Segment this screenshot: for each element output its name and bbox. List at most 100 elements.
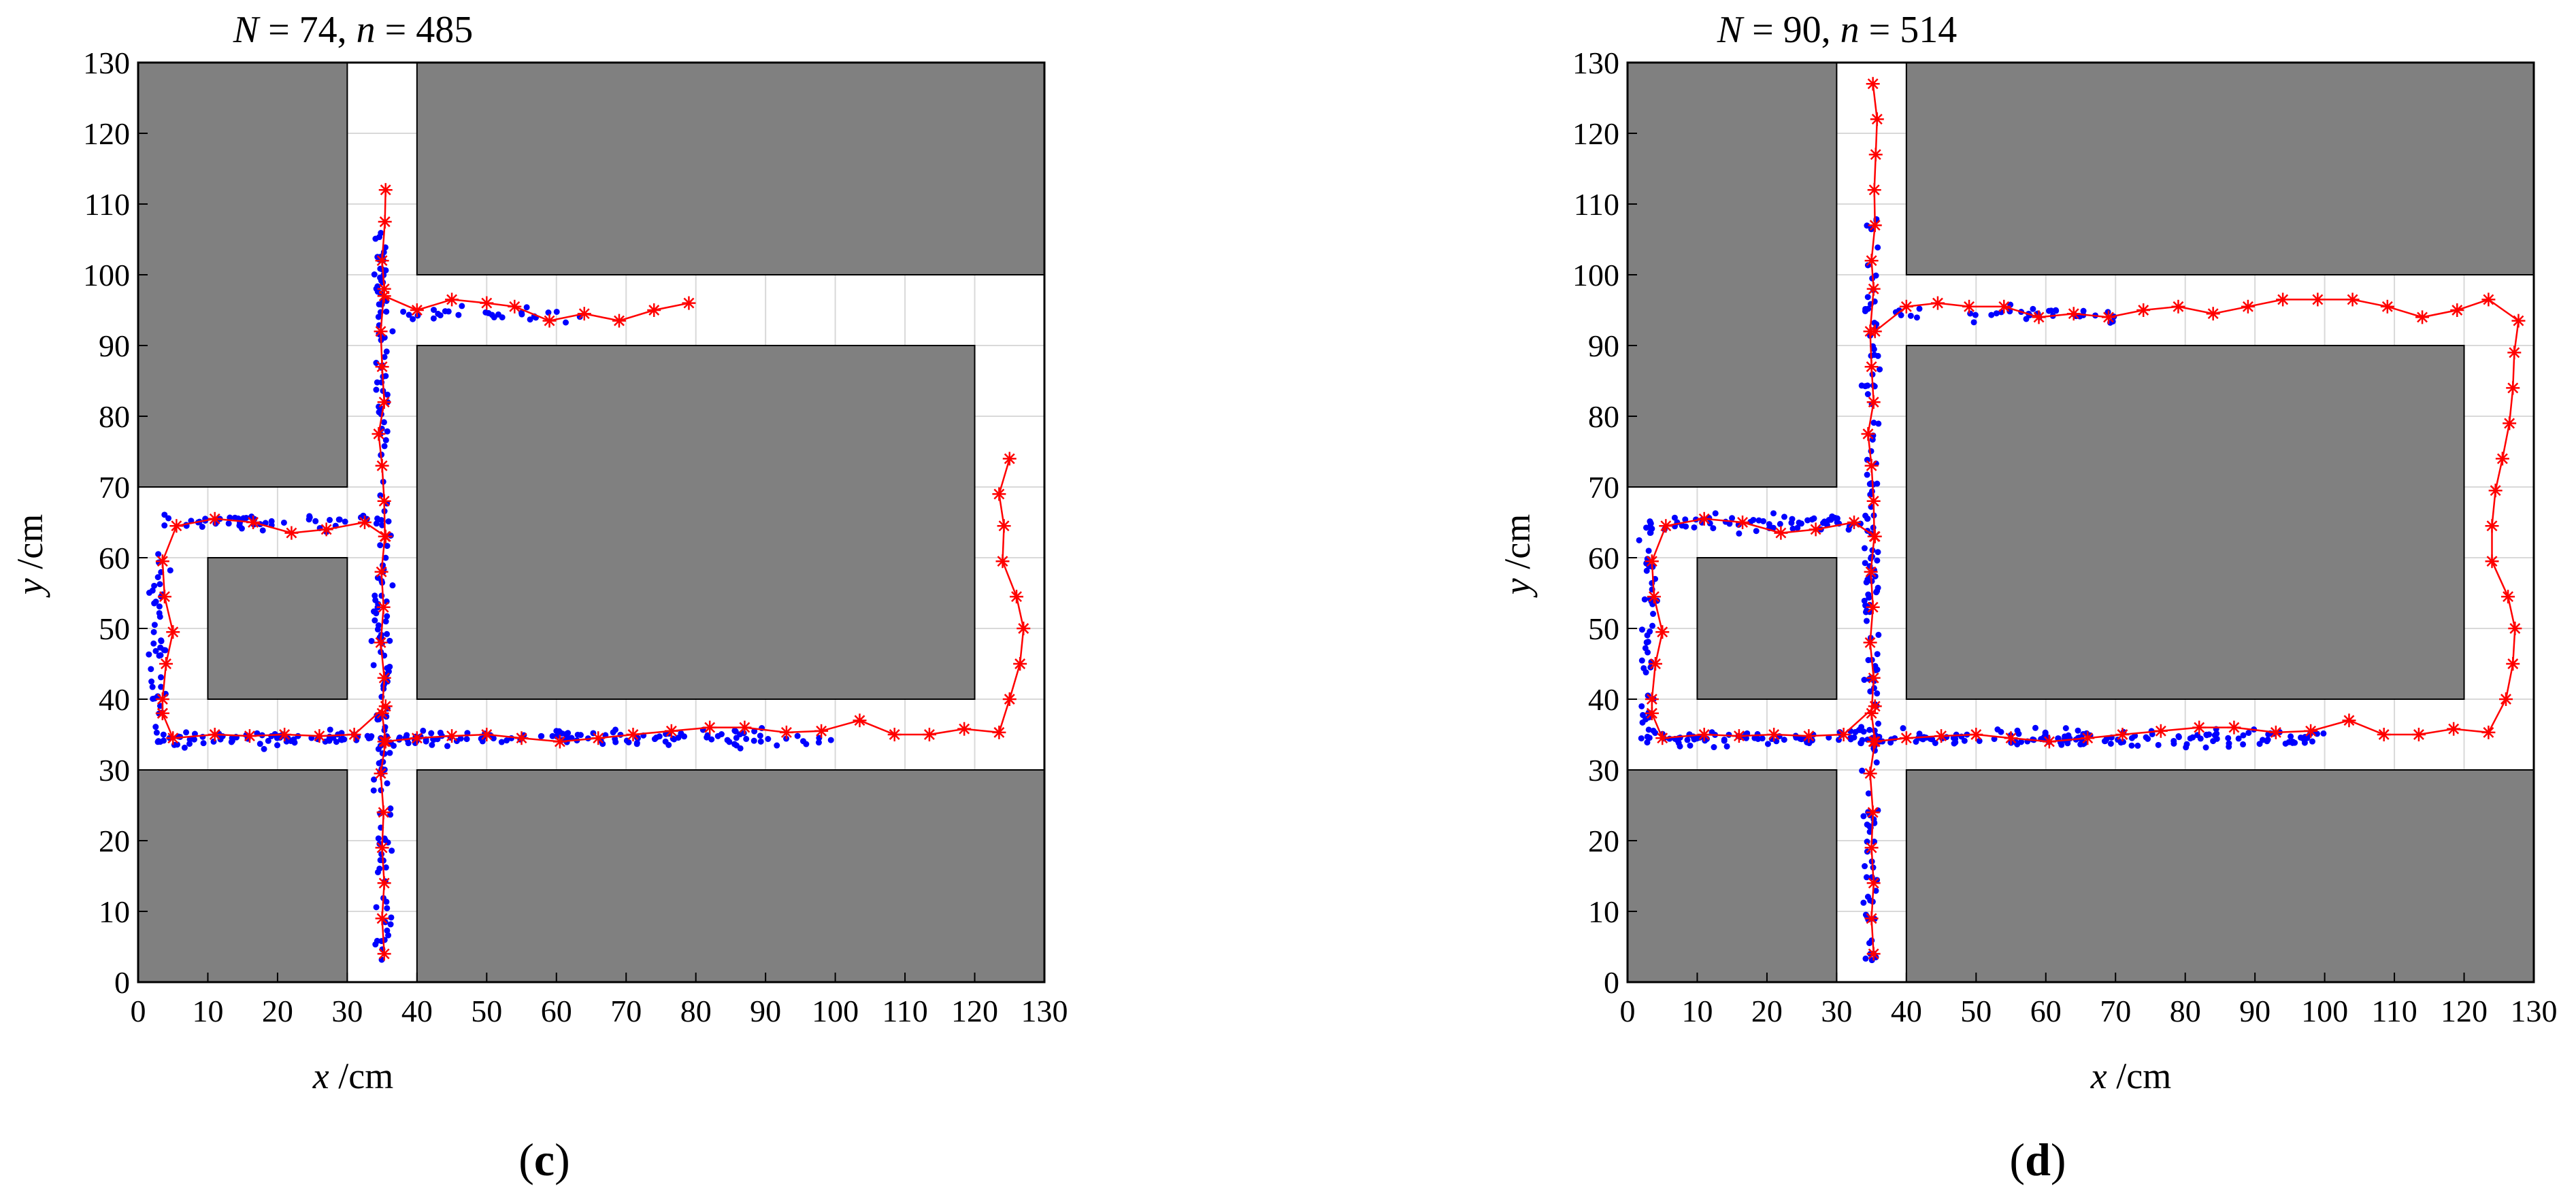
path-node <box>410 303 424 317</box>
data-point <box>653 735 660 741</box>
data-point <box>553 308 560 315</box>
data-point <box>1711 744 1717 751</box>
data-point <box>1647 664 1654 671</box>
data-point <box>2245 730 2252 737</box>
data-point <box>386 750 393 756</box>
x-tick-label: 10 <box>192 994 223 1028</box>
data-point <box>1682 516 1689 523</box>
path-node <box>2380 299 2394 314</box>
data-point <box>1723 743 1730 750</box>
path-node <box>814 724 829 738</box>
plot-area: 0 10 20 30 40 50 60 70 80 90 100 110 120 130 0 10 20 30 40… <box>1572 46 2558 1028</box>
path-node <box>577 307 591 321</box>
obstacle-block <box>416 769 1045 983</box>
path-line <box>384 295 689 322</box>
y-tick-label: 50 <box>99 611 130 646</box>
path-node <box>374 635 388 650</box>
data-point <box>2240 732 2247 739</box>
path-node <box>2503 416 2517 431</box>
panel-label-open: ( <box>518 1134 534 1185</box>
data-point <box>1874 690 1881 697</box>
data-point <box>2058 741 2065 748</box>
data-point <box>430 315 437 322</box>
panel-label-open: ( <box>2009 1134 2025 1185</box>
data-point <box>379 522 386 528</box>
data-point <box>191 736 197 743</box>
data-point <box>1970 319 1977 326</box>
data-point <box>2145 735 2151 742</box>
obstacle-block <box>1627 769 1838 983</box>
data-point <box>714 733 721 739</box>
data-point <box>156 613 163 620</box>
path-node <box>1002 452 1017 466</box>
data-point <box>1649 622 1656 629</box>
path-node <box>1647 590 1661 604</box>
data-point <box>384 391 391 398</box>
data-point <box>1646 735 1653 741</box>
path-node <box>2136 303 2151 317</box>
path-node <box>703 720 717 735</box>
data-point <box>1642 669 1649 676</box>
path-node <box>374 324 388 339</box>
path-node <box>1767 728 1781 741</box>
data-point <box>1875 244 1881 251</box>
x-axis-label: x /cm <box>2090 1056 2171 1096</box>
data-point <box>1647 529 1654 536</box>
data-point <box>2023 316 2030 322</box>
data-point <box>1770 524 1777 531</box>
obstacle-block <box>1905 769 2535 983</box>
title-var-n: n <box>1840 9 1860 51</box>
path-node <box>1868 529 1882 543</box>
path-node <box>1866 671 1881 685</box>
data-point <box>410 316 416 322</box>
data-point <box>162 647 169 654</box>
data-point <box>274 735 280 741</box>
path-node <box>377 494 391 508</box>
x-tick-label: 110 <box>882 994 927 1028</box>
path-node <box>992 725 1006 739</box>
data-point <box>1864 516 1871 522</box>
obstacle-block <box>416 345 976 700</box>
y-axis-unit: /cm <box>1497 514 1538 578</box>
data-point <box>150 628 157 635</box>
data-point <box>726 739 733 745</box>
data-point <box>774 742 780 749</box>
path-node <box>2345 292 2360 307</box>
data-point <box>498 739 505 745</box>
data-point <box>167 567 174 574</box>
data-point <box>1863 607 1870 614</box>
path-node <box>1868 218 1882 233</box>
data-point <box>1645 649 1651 656</box>
path-node <box>1969 728 1983 741</box>
path-node <box>2506 381 2520 395</box>
path-node <box>1645 554 1659 569</box>
y-tick-label: 30 <box>99 753 130 788</box>
data-point <box>259 527 266 534</box>
data-point <box>210 738 217 745</box>
data-point <box>2128 742 2135 749</box>
data-point <box>1751 735 1758 741</box>
data-point <box>1750 516 1757 523</box>
path-node <box>1899 299 1913 314</box>
data-point <box>1755 517 1762 524</box>
path-node <box>377 947 391 961</box>
path-node <box>1864 911 1879 926</box>
data-point <box>1861 597 1868 604</box>
x-tick-label: 30 <box>1821 994 1852 1028</box>
data-point <box>384 905 391 911</box>
data-point <box>385 518 392 525</box>
data-point <box>733 735 740 741</box>
path-node <box>1645 706 1659 720</box>
path-node <box>1847 516 1861 529</box>
data-point <box>1868 937 1875 944</box>
data-point <box>378 230 384 237</box>
data-point <box>442 308 448 315</box>
data-point <box>1866 726 1873 733</box>
path-node <box>371 427 386 441</box>
data-point <box>373 360 380 367</box>
path-node <box>2227 720 2241 735</box>
panel-label-close: ) <box>2051 1134 2066 1185</box>
path-node <box>1866 947 1881 961</box>
data-point <box>151 600 158 607</box>
y-axis-var: y <box>10 578 50 598</box>
